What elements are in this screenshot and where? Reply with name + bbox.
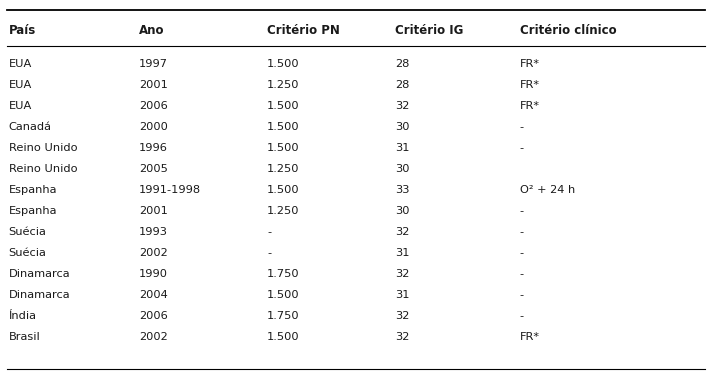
Text: 1.500: 1.500 [267, 332, 300, 342]
Text: -: - [520, 311, 524, 321]
Text: Ano: Ano [139, 24, 164, 37]
Text: Reino Unido: Reino Unido [9, 143, 77, 153]
Text: -: - [520, 206, 524, 216]
Text: 1.250: 1.250 [267, 206, 300, 216]
Text: 1.500: 1.500 [267, 59, 300, 69]
Text: 1.500: 1.500 [267, 290, 300, 300]
Text: 28: 28 [395, 80, 409, 90]
Text: FR*: FR* [520, 332, 540, 342]
Text: 2001: 2001 [139, 206, 168, 216]
Text: -: - [520, 122, 524, 132]
Text: 2002: 2002 [139, 332, 167, 342]
Text: 1.250: 1.250 [267, 164, 300, 174]
Text: Suécia: Suécia [9, 248, 46, 258]
Text: Dinamarca: Dinamarca [9, 290, 70, 300]
Text: 31: 31 [395, 143, 409, 153]
Text: -: - [520, 143, 524, 153]
Text: 31: 31 [395, 248, 409, 258]
Text: EUA: EUA [9, 59, 32, 69]
Text: 31: 31 [395, 290, 409, 300]
Text: 2006: 2006 [139, 101, 167, 111]
Text: 2002: 2002 [139, 248, 167, 258]
Text: 33: 33 [395, 185, 409, 195]
Text: -: - [520, 248, 524, 258]
Text: 32: 32 [395, 311, 409, 321]
Text: FR*: FR* [520, 101, 540, 111]
Text: Reino Unido: Reino Unido [9, 164, 77, 174]
Text: 1996: 1996 [139, 143, 168, 153]
Text: -: - [267, 248, 271, 258]
Text: Critério PN: Critério PN [267, 24, 340, 37]
Text: 30: 30 [395, 122, 409, 132]
Text: Critério clínico: Critério clínico [520, 24, 617, 37]
Text: 2005: 2005 [139, 164, 168, 174]
Text: FR*: FR* [520, 59, 540, 69]
Text: 1.250: 1.250 [267, 80, 300, 90]
Text: 1990: 1990 [139, 269, 168, 279]
Text: 30: 30 [395, 164, 409, 174]
Text: -: - [520, 269, 524, 279]
Text: EUA: EUA [9, 80, 32, 90]
Text: 32: 32 [395, 227, 409, 237]
Text: 1.500: 1.500 [267, 101, 300, 111]
Text: Suécia: Suécia [9, 227, 46, 237]
Text: 2004: 2004 [139, 290, 167, 300]
Text: 32: 32 [395, 269, 409, 279]
Text: EUA: EUA [9, 101, 32, 111]
Text: 1.500: 1.500 [267, 143, 300, 153]
Text: 2006: 2006 [139, 311, 167, 321]
Text: 1.500: 1.500 [267, 122, 300, 132]
Text: 1.750: 1.750 [267, 269, 300, 279]
Text: -: - [267, 227, 271, 237]
Text: Espanha: Espanha [9, 185, 57, 195]
Text: Canadá: Canadá [9, 122, 51, 132]
Text: 1993: 1993 [139, 227, 168, 237]
Text: 1.750: 1.750 [267, 311, 300, 321]
Text: 2001: 2001 [139, 80, 168, 90]
Text: 32: 32 [395, 332, 409, 342]
Text: Critério IG: Critério IG [395, 24, 464, 37]
Text: Espanha: Espanha [9, 206, 57, 216]
Text: 1997: 1997 [139, 59, 168, 69]
Text: Índia: Índia [9, 311, 36, 321]
Text: 30: 30 [395, 206, 409, 216]
Text: O² + 24 h: O² + 24 h [520, 185, 575, 195]
Text: -: - [520, 227, 524, 237]
Text: País: País [9, 24, 36, 37]
Text: 2000: 2000 [139, 122, 168, 132]
Text: 1991-1998: 1991-1998 [139, 185, 201, 195]
Text: 28: 28 [395, 59, 409, 69]
Text: -: - [520, 290, 524, 300]
Text: 32: 32 [395, 101, 409, 111]
Text: Dinamarca: Dinamarca [9, 269, 70, 279]
Text: Brasil: Brasil [9, 332, 41, 342]
Text: FR*: FR* [520, 80, 540, 90]
Text: 1.500: 1.500 [267, 185, 300, 195]
